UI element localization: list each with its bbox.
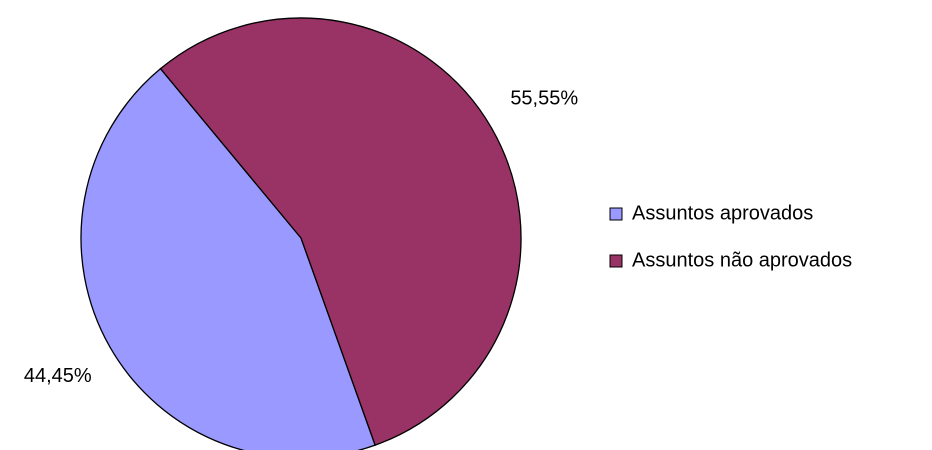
pie-slice	[80, 67, 376, 450]
data-label: 55,55%	[510, 88, 578, 110]
legend-label: Assuntos não aprovados	[632, 249, 852, 271]
legend-label: Assuntos aprovados	[632, 202, 813, 224]
data-label: 44,45%	[24, 365, 92, 387]
legend-swatch	[609, 254, 623, 268]
pie-slice	[159, 17, 522, 446]
legend-swatch	[609, 207, 623, 221]
